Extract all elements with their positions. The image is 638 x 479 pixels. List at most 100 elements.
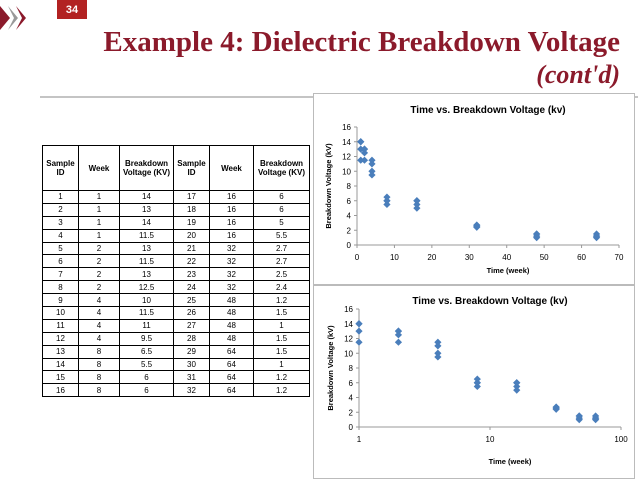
table-cell: 14 xyxy=(119,215,174,230)
table-cell: 64 xyxy=(209,344,254,359)
table-cell: 13 xyxy=(119,202,174,217)
y-tick-label: 0 xyxy=(347,241,352,250)
table-cell: 4 xyxy=(42,228,79,243)
table-cell: 4 xyxy=(78,331,120,346)
table-row: 11 4 11 27 48 1 xyxy=(42,318,310,333)
data-point xyxy=(355,320,363,328)
table-cell: 1.5 xyxy=(253,344,310,359)
y-tick-label: 14 xyxy=(344,320,353,329)
data-point xyxy=(360,149,369,157)
table-cell: 22 xyxy=(173,254,210,269)
table-cell: 2 xyxy=(78,280,120,295)
table-row: 8 2 12.5 24 32 2.4 xyxy=(42,280,310,295)
table-cell: 11.5 xyxy=(119,254,174,269)
table-cell: 16 xyxy=(209,215,254,230)
table-cell: 5.5 xyxy=(119,357,174,372)
data-point xyxy=(368,171,376,179)
data-point xyxy=(394,331,403,339)
table-cell: 6 xyxy=(253,202,310,217)
x-tick-label: 20 xyxy=(427,253,436,262)
table-cell: 1.2 xyxy=(253,383,310,398)
table-cell: 1 xyxy=(78,215,120,230)
table-cell: 10 xyxy=(119,293,174,308)
chevron xyxy=(8,6,18,30)
table-cell: 48 xyxy=(209,318,254,333)
table-cell: 13 xyxy=(119,241,174,256)
table-row: 5 2 13 21 32 2.7 xyxy=(42,241,310,256)
table-cell: 14 xyxy=(119,190,174,204)
table-cell: 25 xyxy=(173,293,210,308)
table-cell: 1.5 xyxy=(253,306,310,320)
table-cell: 8 xyxy=(42,280,79,295)
table-cell: 16 xyxy=(209,202,254,217)
y-tick-label: 4 xyxy=(349,394,354,403)
table-row: 13 8 6.5 29 64 1.5 xyxy=(42,344,310,359)
chart: Time vs. Breakdown Voltage (kv) 0 2 4 6 8 10 12… xyxy=(313,93,635,285)
table-cell: 6 xyxy=(119,370,174,385)
data-point xyxy=(357,138,365,146)
table-row: 10 4 11.5 26 48 1.5 xyxy=(42,306,310,320)
data-point xyxy=(434,349,442,357)
data-point xyxy=(383,197,391,205)
table-cell: 31 xyxy=(173,370,210,385)
x-tick-label: 30 xyxy=(465,253,474,262)
slide-title: Example 4: Dielectric Breakdown Voltage xyxy=(103,26,620,58)
data-point xyxy=(413,204,421,212)
table-cell: 12 xyxy=(42,331,79,346)
table-cell: 1.2 xyxy=(253,293,310,308)
table-cell: 2 xyxy=(78,254,120,269)
table-cell: 30 xyxy=(173,357,210,372)
data-point xyxy=(513,379,521,387)
data-point xyxy=(394,327,403,335)
table-cell: 64 xyxy=(209,370,254,385)
table-row: 12 4 9.5 28 48 1.5 xyxy=(42,331,310,346)
table-cell: 1 xyxy=(253,318,310,333)
table-cell: 16 xyxy=(209,228,254,243)
data-point xyxy=(513,386,521,394)
y-tick-label: 12 xyxy=(342,153,351,162)
x-tick-label: 0 xyxy=(355,253,360,262)
table-cell: 2 xyxy=(42,202,79,217)
data-point xyxy=(413,200,421,209)
table-row: 4 1 11.5 20 16 5.5 xyxy=(42,228,310,243)
y-axis-label: Breakdown Voltage (kV) xyxy=(326,325,335,411)
table-cell: 8 xyxy=(78,357,120,372)
table-cell: 13 xyxy=(42,344,79,359)
table-cell: 15 xyxy=(42,370,79,385)
y-tick-label: 6 xyxy=(349,379,354,388)
x-tick-label: 10 xyxy=(486,435,495,444)
table-cell: 3 xyxy=(42,215,79,230)
chart-title: Time vs. Breakdown Voltage (kv) xyxy=(412,296,567,307)
table-row: 6 2 11.5 22 32 2.7 xyxy=(42,254,310,269)
table-row: 16 8 6 32 64 1.2 xyxy=(42,383,310,398)
x-tick-label: 10 xyxy=(390,253,399,262)
table-cell: 8 xyxy=(78,370,120,385)
x-tick-label: 60 xyxy=(577,253,586,262)
table-cell: 5 xyxy=(253,215,310,230)
table-cell: 48 xyxy=(209,306,254,320)
table-cell: 1 xyxy=(42,190,79,204)
table-cell: 8 xyxy=(78,344,120,359)
y-tick-label: 0 xyxy=(349,423,354,432)
header-cell: Breakdown Voltage (KV) xyxy=(253,145,310,191)
table-cell: 48 xyxy=(209,293,254,308)
table-cell: 1.5 xyxy=(253,331,310,346)
table-cell: 1.2 xyxy=(253,370,310,385)
y-tick-label: 12 xyxy=(344,335,353,344)
data-point xyxy=(434,338,442,346)
chart: Time vs. Breakdown Voltage (kv) 0 2 4 6 8 10 12… xyxy=(313,285,635,479)
table-cell: 64 xyxy=(209,357,254,372)
y-tick-label: 8 xyxy=(347,182,352,191)
table-cell: 1 xyxy=(253,357,310,372)
table-cell: 1 xyxy=(78,202,120,217)
y-tick-label: 16 xyxy=(344,305,353,314)
data-point xyxy=(368,156,376,164)
y-axis-label: Breakdown Voltage (kV) xyxy=(324,143,333,229)
data-point xyxy=(575,412,583,420)
table-cell: 4 xyxy=(78,293,120,308)
table-cell: 26 xyxy=(173,306,210,320)
header-cell: Week xyxy=(78,145,120,191)
data-point xyxy=(357,145,365,153)
x-tick-label: 1 xyxy=(357,435,362,444)
data-point xyxy=(360,156,369,164)
